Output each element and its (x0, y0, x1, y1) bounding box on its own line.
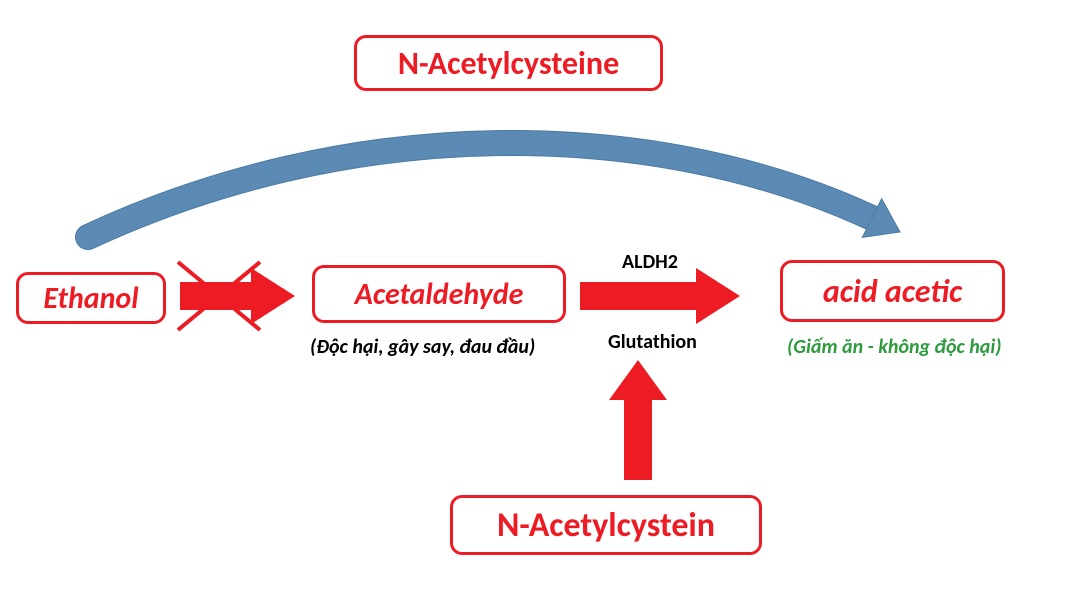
nac-bottom-box: N-Acetylcystein (450, 495, 762, 555)
acid-subtitle: (Giấm ăn - không độc hại) (787, 335, 1002, 359)
nac-top-label: N-Acetylcysteine (398, 44, 619, 83)
acetaldehyde-box: Acetaldehyde (312, 265, 566, 323)
glutathion-label: Glutathion (608, 330, 697, 354)
acid-acetic-box: acid acetic (780, 260, 1005, 322)
nac-top-box: N-Acetylcysteine (354, 35, 663, 91)
acid-acetic-label: acid acetic (823, 272, 962, 311)
ethanol-box: Ethanol (16, 272, 166, 324)
acetaldehyde-subtitle: (Độc hại, gây say, đau đầu) (310, 335, 535, 359)
ethanol-label: Ethanol (43, 280, 138, 317)
nac-bottom-label: N-Acetylcystein (497, 505, 715, 546)
acetaldehyde-label: Acetaldehyde (355, 276, 524, 313)
aldh2-label: ALDH2 (622, 250, 678, 274)
